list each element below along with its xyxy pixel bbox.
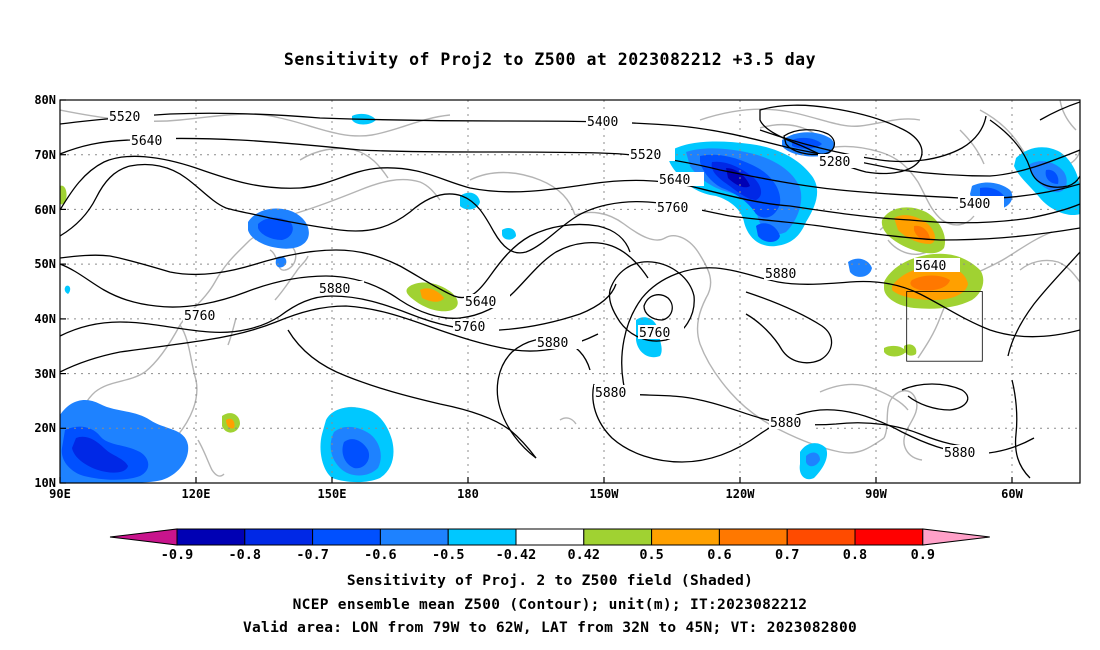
lat-label: 70N [34, 148, 56, 162]
colorbar-tick-label: 0.6 [707, 547, 731, 563]
colorbar-tick-label: 0.9 [911, 547, 935, 563]
lon-label: 60W [1001, 487, 1023, 501]
sensitivity-shading [60, 113, 1080, 483]
contour-label: 5400 [587, 115, 618, 130]
colorbar-tick-label: -0.5 [432, 547, 465, 563]
contour-label: 5520 [109, 110, 140, 125]
lat-label: 60N [34, 203, 56, 217]
contour-label: 5760 [639, 326, 670, 341]
colorbar-swatch [515, 528, 585, 546]
colorbar-swatch [786, 528, 856, 546]
colorbar-tick-label: 0.5 [639, 547, 663, 563]
colorbar-swatch [854, 528, 924, 546]
colorbar-swatch [244, 528, 314, 546]
lat-label: 80N [34, 93, 56, 107]
lat-label: 50N [34, 257, 56, 271]
contour-label-layer: 5520 5640 5400 5520 5640 5760 5280 5400 … [108, 109, 1004, 461]
contour-label: 5880 [944, 446, 975, 461]
colorbar-swatch [379, 528, 449, 546]
contour-label: 5880 [595, 386, 626, 401]
colorbar-tick-label: -0.6 [364, 547, 397, 563]
lat-label: 40N [34, 312, 56, 326]
lon-label: 120E [182, 487, 211, 501]
contour-label: 5760 [184, 309, 215, 324]
valid-area-box [906, 291, 983, 362]
contour-label: 5400 [959, 197, 990, 212]
footer-contour-note: NCEP ensemble mean Z500 (Contour); unit(… [292, 597, 808, 613]
lon-label: 90E [49, 487, 71, 501]
lat-axis: 80N 70N 60N 50N 40N 30N 20N 10N [34, 93, 56, 490]
lon-label: 180 [457, 487, 479, 501]
lon-label: 150W [590, 487, 620, 501]
contour-label: 5280 [819, 155, 850, 170]
footer-valid-area: Valid area: LON from 79W to 62W, LAT fro… [242, 620, 858, 636]
colorbar-high-triangle [922, 528, 990, 546]
lon-label: 150E [318, 487, 347, 501]
lat-label: 10N [34, 476, 56, 490]
colorbar-tick-label: -0.42 [496, 547, 537, 563]
colorbar-tick-label: -0.8 [229, 547, 262, 563]
colorbar-tick-label: -0.9 [161, 547, 194, 563]
colorbar-swatch [651, 528, 720, 546]
lon-axis: 90E 120E 150E 180 150W 120W 90W 60W [49, 487, 1023, 501]
colorbar: -0.9 -0.8 -0.7 -0.6 -0.5 -0.42 0.42 0.5 0.6 0.7 0.… [109, 528, 990, 563]
contour-label: 5880 [537, 336, 568, 351]
colorbar-tick-label: 0.42 [568, 547, 601, 563]
lat-label: 30N [34, 367, 56, 381]
footer-shading-note: Sensitivity of Proj. 2 to Z500 field (Sh… [346, 573, 754, 589]
axis-ticks [59, 99, 1013, 484]
contour-label: 5640 [465, 295, 496, 310]
contour-label: 5880 [765, 267, 796, 282]
colorbar-low-triangle [109, 528, 178, 546]
contour-label: 5880 [770, 416, 801, 431]
lon-label: 90W [865, 487, 887, 501]
chart-title: Sensitivity of Proj2 to Z500 at 20230822… [283, 50, 817, 69]
lat-label: 20N [34, 421, 56, 435]
contour-label: 5640 [131, 134, 162, 149]
contour-label: 5880 [319, 282, 350, 297]
colorbar-tick-label: 0.8 [843, 547, 867, 563]
colorbar-swatch [447, 528, 517, 546]
colorbar-swatch [176, 528, 246, 546]
lon-label: 120W [726, 487, 756, 501]
contour-label: 5520 [630, 148, 661, 163]
contour-label: 5760 [657, 201, 688, 216]
contour-label: 5760 [454, 320, 485, 335]
colorbar-tick-label: -0.7 [296, 547, 329, 563]
map-frame [59, 99, 1081, 484]
colorbar-swatch [718, 528, 788, 546]
contour-label: 5640 [915, 259, 946, 274]
colorbar-swatch [312, 528, 381, 546]
colorbar-swatch [583, 528, 653, 546]
contour-label: 5640 [659, 173, 690, 188]
colorbar-tick-label: 0.7 [775, 547, 799, 563]
